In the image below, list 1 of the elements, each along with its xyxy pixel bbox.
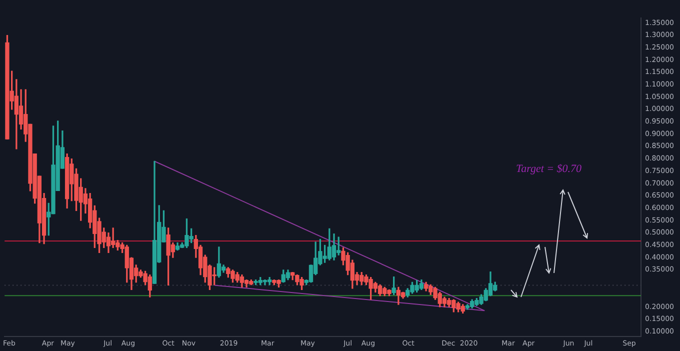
annotation: Target = $0.70 [516,163,582,176]
